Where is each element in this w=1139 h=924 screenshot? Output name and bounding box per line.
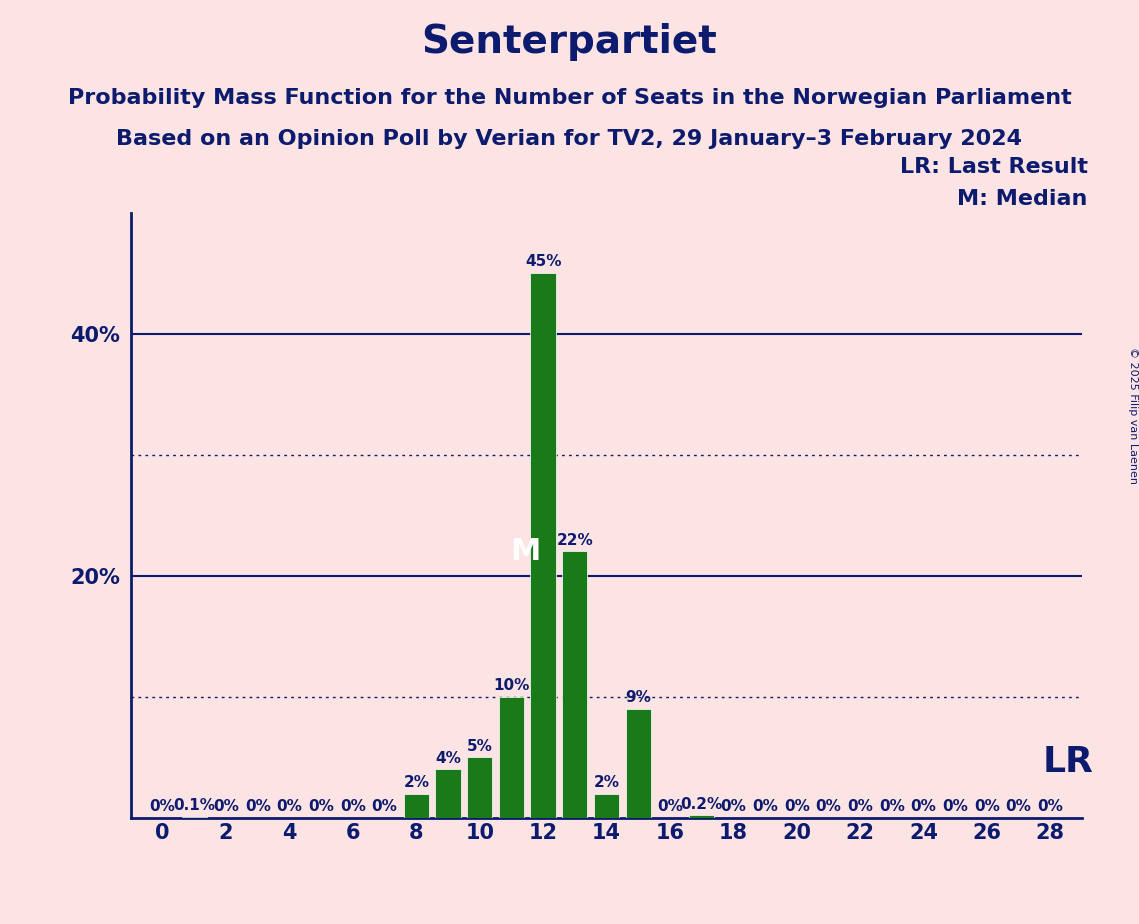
Text: LR: Last Result: LR: Last Result [900, 157, 1088, 177]
Text: Probability Mass Function for the Number of Seats in the Norwegian Parliament: Probability Mass Function for the Number… [67, 88, 1072, 108]
Text: 2%: 2% [593, 775, 620, 790]
Text: 0%: 0% [213, 799, 239, 814]
Text: M: M [510, 537, 541, 565]
Text: 2%: 2% [403, 775, 429, 790]
Text: 0%: 0% [245, 799, 271, 814]
Text: 0%: 0% [942, 799, 968, 814]
Text: 0%: 0% [1038, 799, 1064, 814]
Text: 0%: 0% [847, 799, 874, 814]
Bar [625, 709, 650, 818]
Text: Senterpartiet: Senterpartiet [421, 23, 718, 61]
Bar [182, 817, 207, 818]
Bar [563, 552, 588, 818]
Text: 0%: 0% [371, 799, 398, 814]
Text: LR: LR [1042, 746, 1093, 779]
Text: 0%: 0% [879, 799, 904, 814]
Text: 0%: 0% [149, 799, 175, 814]
Bar [403, 794, 429, 818]
Text: 0.1%: 0.1% [173, 798, 215, 813]
Text: 0%: 0% [910, 799, 936, 814]
Text: 0%: 0% [816, 799, 842, 814]
Bar [499, 697, 524, 818]
Text: 0%: 0% [974, 799, 1000, 814]
Text: 4%: 4% [435, 750, 461, 766]
Text: 0%: 0% [752, 799, 778, 814]
Bar [467, 758, 492, 818]
Text: 0%: 0% [784, 799, 810, 814]
Text: 0%: 0% [309, 799, 334, 814]
Bar [531, 273, 556, 818]
Text: 5%: 5% [467, 738, 493, 754]
Text: 0%: 0% [657, 799, 683, 814]
Text: 22%: 22% [557, 533, 593, 548]
Text: M: Median: M: Median [958, 189, 1088, 210]
Text: 0%: 0% [1006, 799, 1032, 814]
Text: 0%: 0% [720, 799, 746, 814]
Text: Based on an Opinion Poll by Verian for TV2, 29 January–3 February 2024: Based on an Opinion Poll by Verian for T… [116, 129, 1023, 150]
Text: 10%: 10% [493, 678, 530, 693]
Text: © 2025 Filip van Laenen: © 2025 Filip van Laenen [1129, 347, 1138, 484]
Bar [593, 794, 620, 818]
Text: 9%: 9% [625, 690, 652, 705]
Bar [435, 770, 460, 818]
Bar [689, 815, 714, 818]
Text: 45%: 45% [525, 254, 562, 270]
Text: 0%: 0% [339, 799, 366, 814]
Text: 0%: 0% [277, 799, 303, 814]
Text: 0.2%: 0.2% [680, 796, 723, 811]
